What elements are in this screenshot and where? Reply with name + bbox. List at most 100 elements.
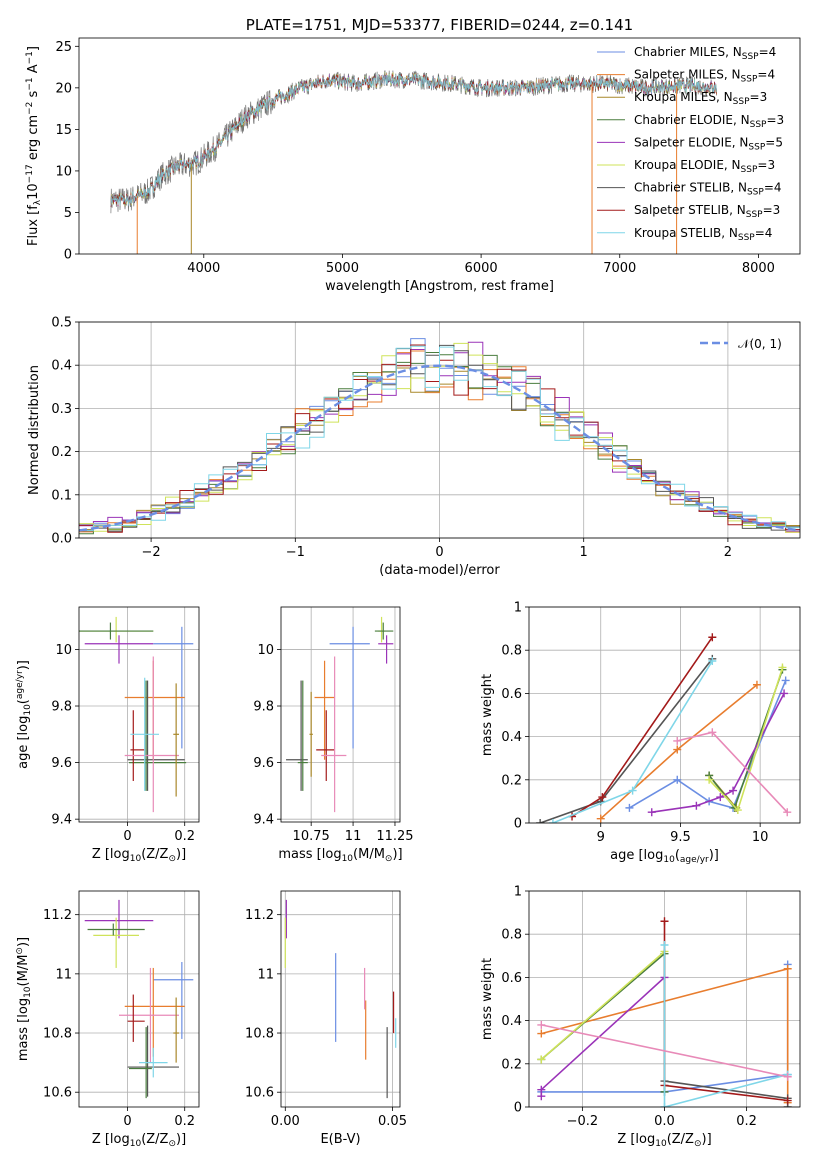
weight-point-pink <box>783 808 792 817</box>
y-tick-label: 9.6 <box>253 756 274 771</box>
errorbar-salpeter_stelib <box>130 710 145 781</box>
weight-point-salpeter_elodie <box>537 1085 546 1094</box>
x-tick-label: 2 <box>724 545 732 560</box>
y-tick-label: 0 <box>64 248 72 263</box>
model-spectrum-chabrier_miles <box>110 72 717 206</box>
weights-salpeter_stelib <box>568 633 717 821</box>
x-tick-label: 1 <box>580 545 588 560</box>
errorbar-salpeter_elodie <box>378 635 394 664</box>
weight-point-kroupa_stelib <box>660 941 669 949</box>
weight-point-kroupa_stelib <box>660 1103 669 1107</box>
legend-label-salpeter_stelib: Salpeter STELIB, NSSP=3 <box>634 203 780 220</box>
y-tick-label: 0.2 <box>51 445 72 460</box>
x-tick-label: 0 <box>123 829 131 844</box>
errorbar-chabrier_miles <box>153 962 194 1039</box>
weights-kroupa_elodie <box>705 663 787 815</box>
errorbar-chabrier_miles <box>153 626 194 749</box>
weight-point-salpeter_stelib <box>708 633 717 642</box>
weights-chabrier_elodie <box>537 949 669 1096</box>
weight-vs-z-frame-layer: −0.2 0.0 0.2 0 0.2 0.4 0.6 0.8 1 Z [log10(Z/Z⊙)] m… <box>480 885 801 1149</box>
x-axis-label: Z [log10(Z/Z⊙)] <box>92 1132 186 1149</box>
x-tick-label: 7000 <box>603 261 636 276</box>
errorbar-kroupa_stelib <box>130 677 159 791</box>
legend-label-salpeter_elodie: Salpeter ELODIE, NSSP=5 <box>634 135 783 152</box>
weight-point-kroupa_stelib <box>548 819 557 823</box>
legend-label-normal: 𝒩(0, 1) <box>738 337 782 351</box>
errorbar-kroupa_miles <box>309 691 313 777</box>
age-vs-mass-axes: 10.75 11 11.25 9.4 9.6 9.8 10 mass [log10(M/M⊙)… <box>253 606 414 864</box>
weight-point-salpeter_elodie <box>716 793 725 802</box>
x-tick-label: 0.2 <box>174 1114 195 1129</box>
spectrum-plot <box>110 70 717 254</box>
y-tick-label: 0.5 <box>51 316 72 331</box>
y-tick-label: 0.6 <box>501 971 522 986</box>
weights-salpeter_elodie <box>537 973 669 1101</box>
legend-label-chabrier_stelib: Chabrier STELIB, NSSP=4 <box>634 181 782 198</box>
weights-chabrier_stelib <box>536 654 717 823</box>
weight-line-salpeter_elodie <box>540 976 666 1097</box>
legend-label-kroupa_elodie: Kroupa ELODIE, NSSP=3 <box>634 158 775 175</box>
y-tick-label: 10 <box>257 643 274 658</box>
weights-chabrier_miles <box>625 676 790 812</box>
weight-point-kroupa_stelib <box>708 657 717 665</box>
y-tick-label: 1 <box>514 601 522 616</box>
mass-vs-ebv-frame <box>280 890 401 1108</box>
x-tick-label: −0.2 <box>567 1114 599 1129</box>
age-vs-z-frame <box>78 606 200 823</box>
errorbar-chabrier_miles <box>329 626 370 749</box>
weight-point-pink <box>673 736 682 745</box>
weight-point-chabrier_miles <box>673 775 682 784</box>
y-tick-label: 0.1 <box>51 488 72 503</box>
mass-vs-z-frame <box>78 890 200 1108</box>
y-tick-label: 0.0 <box>51 532 72 547</box>
errorbar-pink <box>321 656 347 813</box>
x-axis-label: Z [log10(Z/Z⊙)] <box>92 847 186 864</box>
y-tick-label: 11.2 <box>43 908 72 923</box>
errorbar-salpeter_miles <box>314 660 335 760</box>
model-spectrum-kroupa_miles <box>110 72 717 206</box>
x-axis-label: (data-model)/error <box>379 563 500 578</box>
weights-salpeter_elodie <box>647 689 789 817</box>
model-spectrum-kroupa_stelib <box>110 73 717 206</box>
model-spectrum-kroupa_elodie <box>110 72 717 206</box>
weight-point-pink <box>708 728 717 737</box>
weight-point-salpeter_stelib <box>598 793 607 802</box>
y-axis-label: mass weight <box>480 674 495 756</box>
weight-point-salpeter_miles <box>752 680 761 689</box>
mass-vs-z-axes: 0 0.2 10.6 10.8 11 11.2 Z [log10(Z/Z⊙)] mass [l… <box>15 890 200 1149</box>
mass-vs-z-plot <box>84 899 194 1099</box>
weight-line-chabrier_elodie <box>540 951 666 1092</box>
legend-label-salpeter_miles: Salpeter MILES, NSSP=4 <box>634 68 775 85</box>
errorbar-salpeter_stelib <box>127 994 145 1042</box>
y-tick-label: 5 <box>64 206 72 221</box>
residual-legend: 𝒩(0, 1) <box>700 337 782 351</box>
y-axis-label: Flux [fλ10−17 erg cm−2 s−1 A−1] <box>25 46 43 246</box>
x-axis-label: mass [log10(M/M⊙)] <box>278 847 402 864</box>
y-tick-label: 10.8 <box>245 1027 274 1042</box>
histogram-kroupa_stelib <box>79 345 800 531</box>
errorbar-salpeter_stelib <box>316 710 335 781</box>
y-tick-label: 9.8 <box>253 700 274 715</box>
x-tick-label: 4000 <box>187 261 220 276</box>
errorbar-kroupa_elodie <box>93 917 139 968</box>
weight-line-chabrier_miles <box>628 680 787 809</box>
residuals-frame <box>78 321 801 539</box>
x-tick-label: 0.05 <box>378 1114 407 1129</box>
model-spectrum-chabrier_stelib <box>110 73 717 205</box>
age-vs-mass-frame <box>280 606 401 823</box>
y-tick-label: 9.6 <box>51 756 72 771</box>
age-vs-z-axes: 0 0.2 9.4 9.6 9.8 10 Z [log10(Z/Z⊙)] age [log10… <box>15 606 200 864</box>
spectrum-frame-layer: 4000 5000 6000 7000 8000 0 5 10 15 20 25 wavelength… <box>25 16 801 294</box>
y-tick-label: 9.4 <box>253 813 274 828</box>
x-tick-label: −1 <box>286 545 305 560</box>
weight-point-salpeter_elodie <box>692 801 701 810</box>
y-tick-label: 0.3 <box>51 402 72 417</box>
residuals-axes: −2 −1 0 1 2 0.0 0.1 0.2 0.3 0.4 0.5 (data-model)/er… <box>27 316 801 578</box>
y-tick-label: 0.2 <box>501 1057 522 1072</box>
weights-kroupa_stelib <box>660 941 792 1107</box>
mass-vs-ebv-plot <box>284 899 397 1099</box>
weight-line-salpeter_miles <box>600 684 758 820</box>
legend-label-chabrier_elodie: Chabrier ELODIE, NSSP=3 <box>634 113 784 130</box>
weights-kroupa_stelib <box>548 657 717 823</box>
weight-point-kroupa_elodie <box>778 663 787 672</box>
